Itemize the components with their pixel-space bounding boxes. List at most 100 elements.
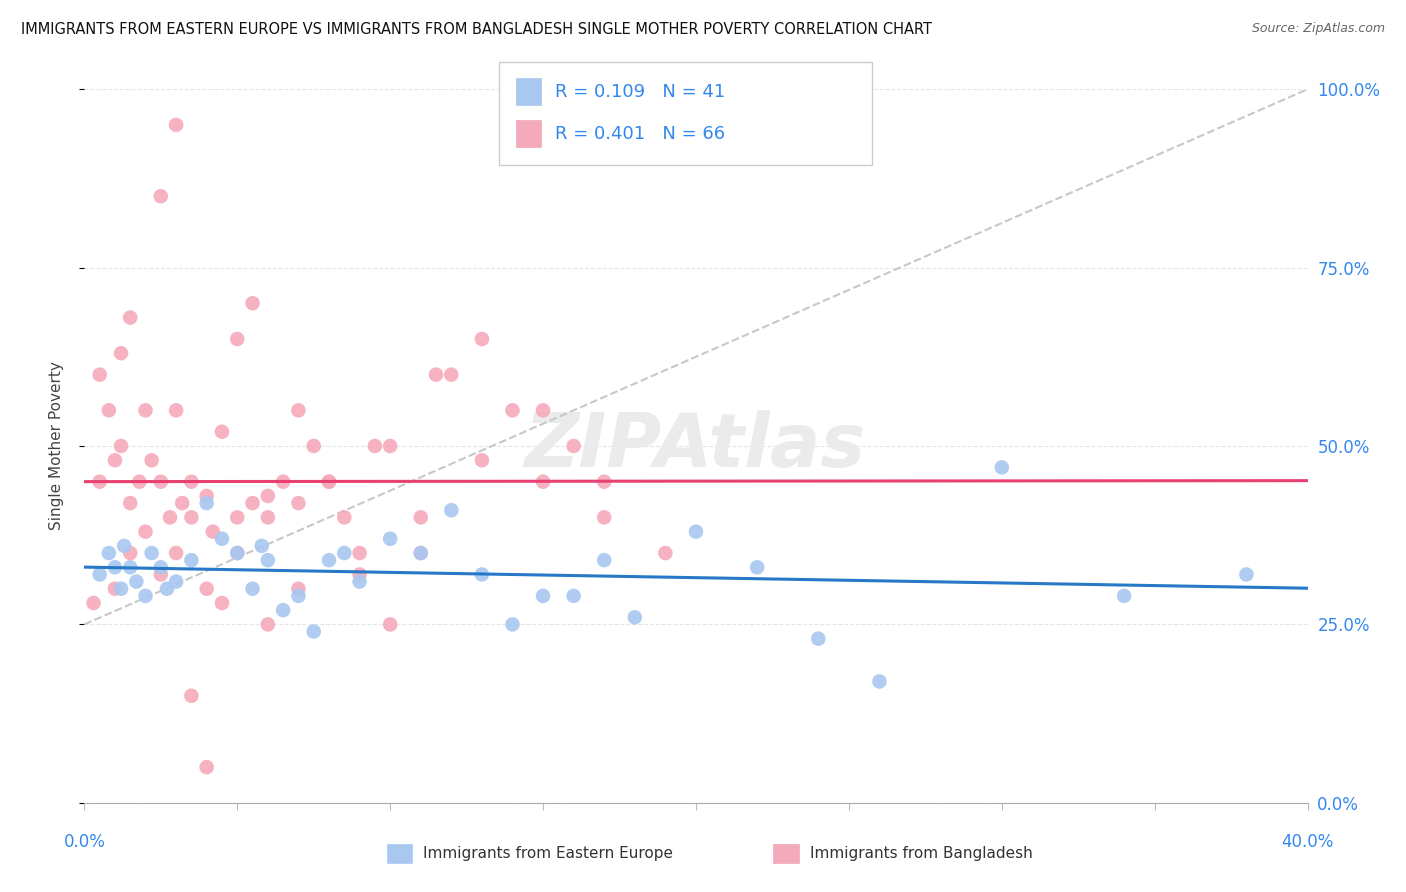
Point <box>257 617 280 632</box>
Point <box>380 439 402 453</box>
Point <box>271 475 294 489</box>
Point <box>242 496 264 510</box>
Point <box>287 403 309 417</box>
Point <box>242 296 264 310</box>
Point <box>380 532 402 546</box>
Point <box>869 674 891 689</box>
Point <box>531 475 554 489</box>
Point <box>97 546 120 560</box>
Point <box>211 425 233 439</box>
Point <box>471 453 494 467</box>
Point <box>250 539 273 553</box>
Point <box>349 567 371 582</box>
Point <box>471 332 494 346</box>
Point <box>89 475 111 489</box>
Text: R = 0.401   N = 66: R = 0.401 N = 66 <box>555 125 725 143</box>
Point <box>165 403 187 417</box>
Point <box>97 403 120 417</box>
Point <box>287 582 309 596</box>
Point <box>257 510 280 524</box>
Text: Immigrants from Bangladesh: Immigrants from Bangladesh <box>810 847 1032 861</box>
Point <box>135 524 157 539</box>
Point <box>302 624 325 639</box>
Point <box>149 189 172 203</box>
Point <box>409 546 432 560</box>
Point <box>409 546 432 560</box>
Point <box>104 560 127 574</box>
Point <box>226 332 249 346</box>
Point <box>156 582 179 596</box>
Point <box>257 553 280 567</box>
Point <box>271 603 294 617</box>
Point <box>593 475 616 489</box>
Point <box>562 589 585 603</box>
Point <box>302 439 325 453</box>
Point <box>165 546 187 560</box>
Point <box>180 475 202 489</box>
Point <box>747 560 769 574</box>
Point <box>654 546 676 560</box>
Point <box>593 553 616 567</box>
Point <box>991 460 1014 475</box>
Text: 40.0%: 40.0% <box>1281 833 1334 851</box>
Point <box>83 596 105 610</box>
Point <box>287 589 309 603</box>
Point <box>89 567 111 582</box>
Text: Source: ZipAtlas.com: Source: ZipAtlas.com <box>1251 22 1385 36</box>
Point <box>195 489 218 503</box>
Point <box>120 496 142 510</box>
Point <box>180 689 202 703</box>
Point <box>180 553 202 567</box>
Point <box>110 439 132 453</box>
Point <box>141 453 163 467</box>
Point <box>333 510 356 524</box>
Point <box>349 546 371 560</box>
Point <box>242 582 264 596</box>
Point <box>165 118 187 132</box>
Point <box>120 560 142 574</box>
Point <box>226 546 249 560</box>
Point <box>502 617 524 632</box>
Point <box>318 475 340 489</box>
Point <box>104 453 127 467</box>
Point <box>104 582 127 596</box>
Point <box>120 546 142 560</box>
Text: R = 0.109   N = 41: R = 0.109 N = 41 <box>555 83 725 101</box>
Point <box>135 589 157 603</box>
Point <box>685 524 707 539</box>
Text: ZIPAtlas: ZIPAtlas <box>526 409 866 483</box>
Point <box>149 475 172 489</box>
Point <box>531 589 554 603</box>
Point <box>380 617 402 632</box>
Point <box>110 346 132 360</box>
Point <box>425 368 447 382</box>
Point <box>318 475 340 489</box>
Point <box>1236 567 1258 582</box>
Point <box>364 439 387 453</box>
Point <box>624 610 647 624</box>
Point <box>141 546 163 560</box>
Text: 0.0%: 0.0% <box>63 833 105 851</box>
Point <box>112 539 135 553</box>
Point <box>149 567 172 582</box>
Point <box>562 439 585 453</box>
Point <box>807 632 830 646</box>
Point <box>440 368 463 382</box>
Point <box>287 496 309 510</box>
Point <box>135 403 157 417</box>
Text: IMMIGRANTS FROM EASTERN EUROPE VS IMMIGRANTS FROM BANGLADESH SINGLE MOTHER POVER: IMMIGRANTS FROM EASTERN EUROPE VS IMMIGR… <box>21 22 932 37</box>
Point <box>257 489 280 503</box>
Point <box>226 510 249 524</box>
Point <box>159 510 181 524</box>
Point <box>226 546 249 560</box>
Point <box>110 582 132 596</box>
Point <box>172 496 194 510</box>
Point <box>89 368 111 382</box>
Y-axis label: Single Mother Poverty: Single Mother Poverty <box>49 361 63 531</box>
Point <box>195 496 218 510</box>
Point <box>409 510 432 524</box>
Point <box>180 510 202 524</box>
Point <box>149 560 172 574</box>
Point <box>471 567 494 582</box>
Point <box>333 546 356 560</box>
